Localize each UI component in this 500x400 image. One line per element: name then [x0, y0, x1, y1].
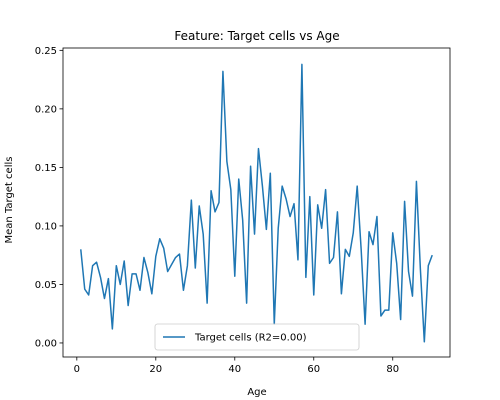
x-axis-label: Age	[247, 387, 266, 398]
legend-box	[154, 323, 360, 351]
y-axis-label: Mean Target cells	[4, 157, 15, 244]
plot-area: 0 20 40 60 80 0.00 0.05 0.10 0.15 0.20 0.25 Target …	[35, 46, 451, 375]
y-tick-label: 0.10	[35, 221, 57, 232]
y-tick-label: 0.20	[35, 104, 57, 115]
y-tick-label: 0.05	[35, 280, 57, 291]
legend-label: Target cells (R2=0.00)	[194, 333, 307, 344]
x-tick-label: 20	[149, 364, 162, 375]
axes-frame	[62, 47, 451, 358]
y-tick-label: 0.00	[35, 338, 57, 349]
series-line-1	[80, 63, 433, 343]
x-tick-label: 0	[74, 364, 80, 375]
x-tick-label: 60	[307, 364, 320, 375]
x-tick-label: 80	[386, 364, 399, 375]
y-tick-label: 0.15	[35, 163, 57, 174]
x-tick-label: 40	[228, 364, 241, 375]
chart-title: Feature: Target cells vs Age	[174, 29, 339, 43]
y-tick-label: 0.25	[35, 46, 57, 57]
